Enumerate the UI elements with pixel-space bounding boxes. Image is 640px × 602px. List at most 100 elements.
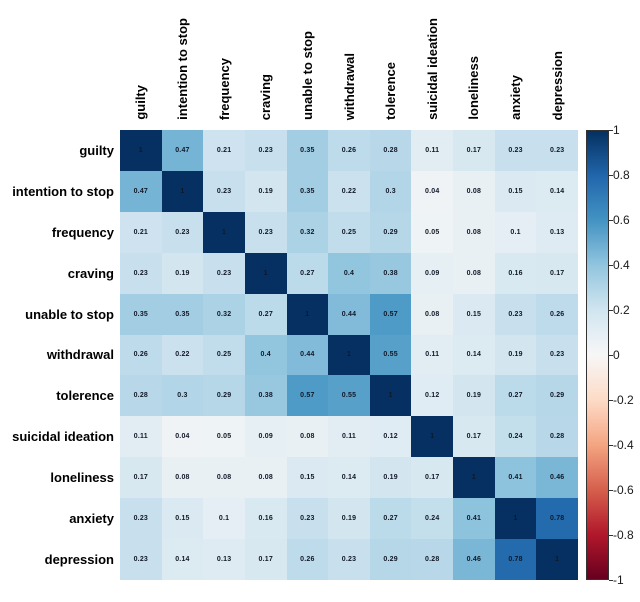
heatmap-cell: 0.23: [120, 252, 162, 294]
heatmap-cell: 1: [369, 375, 412, 417]
column-label-text: anxiety: [508, 75, 524, 120]
heatmap-cell: 0.26: [286, 539, 329, 580]
heatmap-cell: 0.16: [494, 252, 537, 294]
heatmap-cell: 0.08: [203, 457, 245, 499]
heatmap-cell: 0.23: [203, 170, 245, 212]
heatmap-cell: 0.15: [494, 170, 537, 212]
heatmap-cell: 0.14: [536, 170, 578, 212]
heatmap-cell: 0.23: [203, 252, 245, 294]
heatmap-cell: 0.17: [453, 416, 495, 458]
heatmap-cell: 0.23: [286, 498, 329, 540]
heatmap-cell: 0.08: [453, 211, 495, 253]
heatmap-cell: 0.08: [286, 416, 329, 458]
heatmap-cell: 0.25: [203, 334, 245, 376]
colorbar-tick-mark: [609, 130, 613, 131]
column-label-0: guilty: [120, 0, 162, 120]
heatmap-cell: 0.28: [536, 416, 578, 458]
heatmap-cell: 1: [120, 130, 162, 171]
heatmap-cell: 0.12: [369, 416, 412, 458]
heatmap-cell: 0.17: [453, 130, 495, 171]
heatmap-cell: 0.23: [244, 211, 287, 253]
heatmap-cell: 0.26: [120, 334, 162, 376]
heatmap-cell: 0.41: [453, 498, 495, 540]
heatmap-cell: 0.27: [494, 375, 537, 417]
heatmap-cell: 0.35: [161, 293, 204, 335]
row-label-7: suicidal ideation: [12, 429, 114, 445]
heatmap-cell: 0.3: [161, 375, 204, 417]
heatmap-cell: 0.17: [244, 539, 287, 580]
column-label-5: withdrawal: [328, 0, 370, 120]
colorbar-tick-label: -0.2: [613, 393, 634, 407]
heatmap-cell: 0.14: [453, 334, 495, 376]
column-label-text: frequency: [216, 57, 232, 120]
heatmap-cell: 0.15: [453, 293, 495, 335]
heatmap-cell: 0.21: [203, 130, 245, 171]
column-label-text: tolerence: [383, 62, 399, 120]
colorbar-tick-mark: [609, 400, 613, 401]
column-label-3: craving: [245, 0, 287, 120]
colorbar-tick-label: -0.4: [613, 438, 634, 452]
heatmap-cell: 0.15: [161, 498, 204, 540]
column-labels: guilty intention to stop frequency craving u…: [120, 0, 578, 127]
row-label-9: anxiety: [69, 511, 114, 527]
heatmap-cell: 0.55: [369, 334, 412, 376]
heatmap-cell: 0.4: [244, 334, 287, 376]
heatmap-cell: 0.17: [120, 457, 162, 499]
heatmap-cell: 0.46: [453, 539, 495, 580]
heatmap-cell: 1: [161, 170, 204, 212]
colorbar-tick-label: 0: [613, 348, 620, 362]
heatmap-cell: 0.19: [244, 170, 287, 212]
heatmap-cell: 0.12: [411, 375, 454, 417]
heatmap-cell: 0.22: [328, 170, 370, 212]
colorbar-tick-label: 0.6: [613, 213, 630, 227]
heatmap-cell: 0.27: [369, 498, 412, 540]
heatmap-cell: 0.08: [244, 457, 287, 499]
heatmap-cell: 0.13: [536, 211, 578, 253]
heatmap-cell: 0.28: [369, 130, 412, 171]
row-label-6: tolerence: [56, 388, 114, 404]
heatmap-cell: 0.23: [536, 334, 578, 376]
heatmap-cell: 0.29: [536, 375, 578, 417]
colorbar-tick-label: -1: [613, 573, 624, 587]
heatmap-cell: 1: [286, 293, 329, 335]
colorbar-tick-mark: [609, 310, 613, 311]
heatmap-cell: 0.19: [453, 375, 495, 417]
heatmap-cell: 0.28: [411, 539, 454, 580]
colorbar: [586, 130, 609, 580]
row-label-1: intention to stop: [12, 183, 114, 199]
heatmap-cell: 0.11: [328, 416, 370, 458]
heatmap-cell: 0.23: [328, 539, 370, 580]
colorbar-tick-label: 0.8: [613, 168, 630, 182]
heatmap-cell: 0.1: [494, 211, 537, 253]
column-label-2: frequency: [203, 0, 245, 120]
heatmap-cell: 1: [536, 539, 578, 580]
heatmap-cell: 1: [328, 334, 370, 376]
column-label-text: loneliness: [466, 56, 482, 120]
colorbar-tick-label: -0.8: [613, 528, 634, 542]
heatmap-cell: 0.14: [161, 539, 204, 580]
heatmap-cell: 0.38: [369, 252, 412, 294]
heatmap-cell: 1: [453, 457, 495, 499]
heatmap-cell: 0.23: [494, 130, 537, 171]
heatmap-cell: 0.23: [536, 130, 578, 171]
heatmap-cell: 0.29: [369, 211, 412, 253]
heatmap-cell: 0.78: [536, 498, 578, 540]
heatmap-cell: 0.16: [244, 498, 287, 540]
column-label-text: withdrawal: [341, 52, 357, 120]
heatmap-cell: 0.1: [203, 498, 245, 540]
heatmap-cell: 0.44: [328, 293, 370, 335]
heatmap-cell: 0.11: [120, 416, 162, 458]
heatmap-cell: 0.14: [328, 457, 370, 499]
colorbar-tick-label: 0.2: [613, 303, 630, 317]
heatmap-cell: 0.09: [244, 416, 287, 458]
colorbar-tick-label: 0.4: [613, 258, 630, 272]
heatmap-cell: 0.29: [203, 375, 245, 417]
heatmap-cell: 0.78: [494, 539, 537, 580]
heatmap-cell: 1: [244, 252, 287, 294]
row-label-5: withdrawal: [46, 347, 114, 363]
heatmap-cell: 0.08: [411, 293, 454, 335]
colorbar-tick-mark: [609, 355, 613, 356]
heatmap-cell: 0.4: [328, 252, 370, 294]
heatmap-cell: 0.04: [411, 170, 454, 212]
